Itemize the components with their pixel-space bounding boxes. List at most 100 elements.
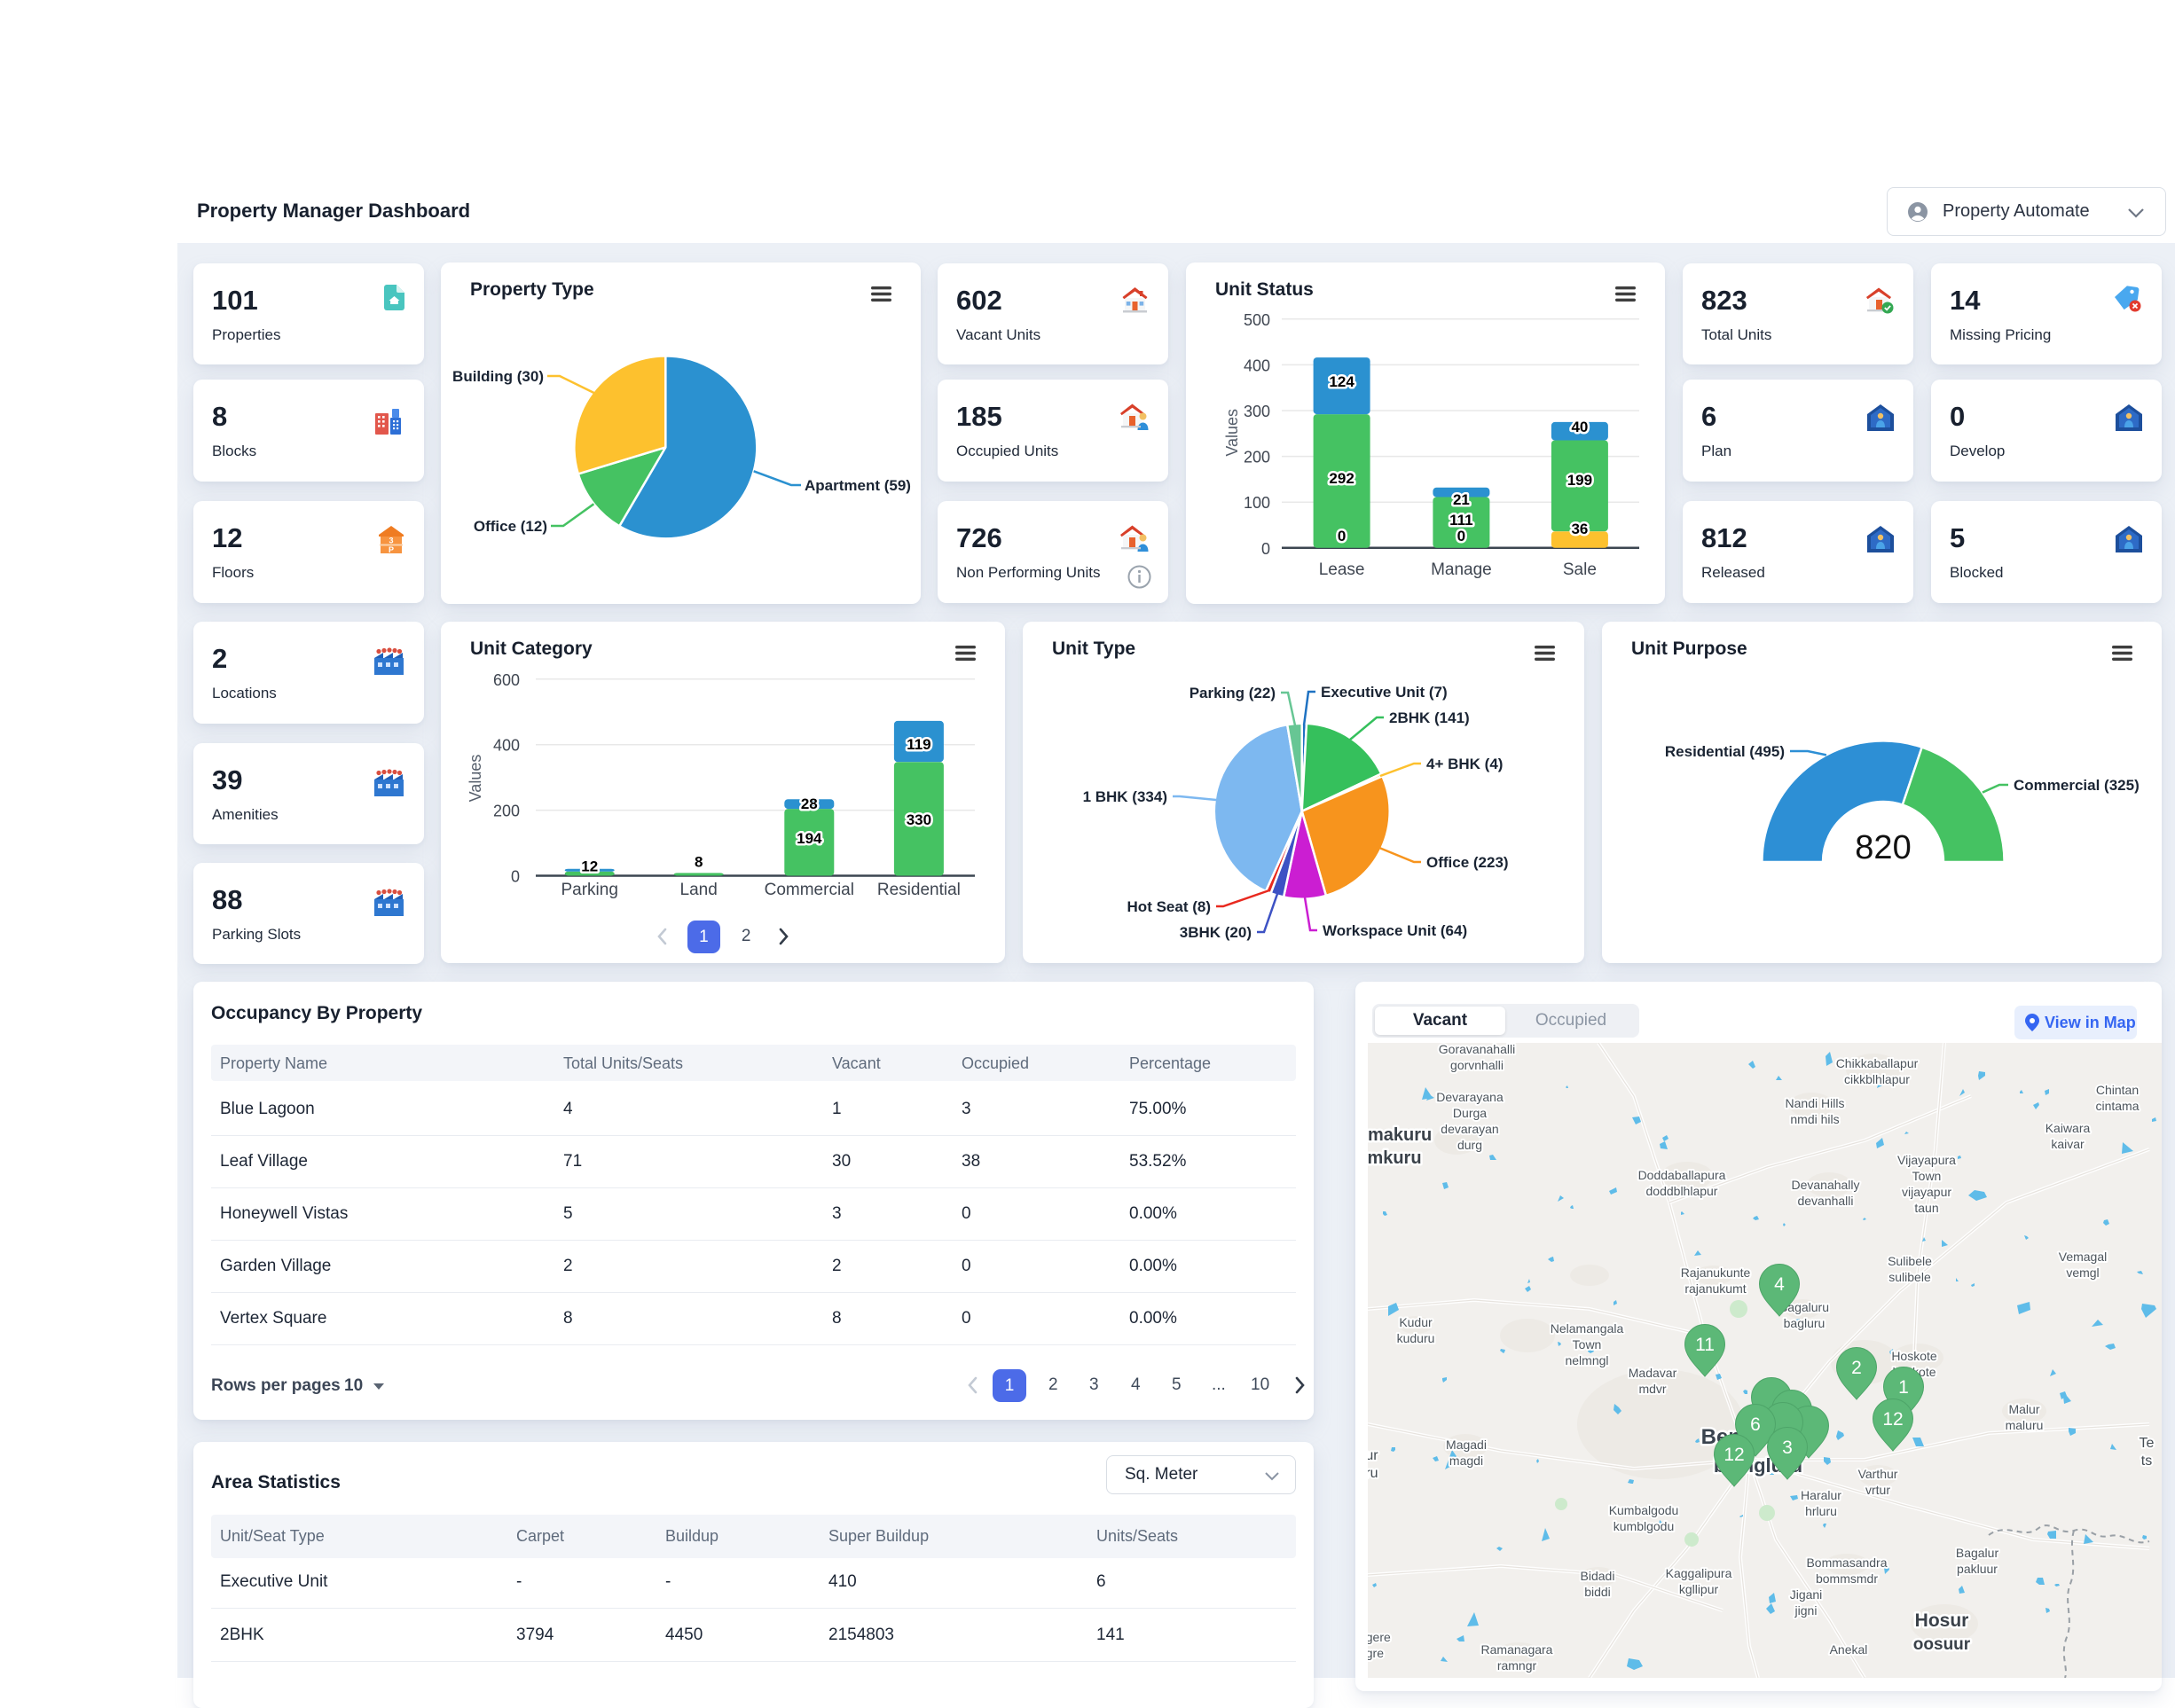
svg-text:Office (12): Office (12) bbox=[474, 518, 547, 535]
svg-text:mkuru: mkuru bbox=[1368, 1148, 1422, 1168]
svg-text:200: 200 bbox=[493, 803, 520, 820]
svg-text:Devanahally: Devanahally bbox=[1791, 1178, 1859, 1192]
svg-text:36: 36 bbox=[1571, 521, 1588, 537]
svg-text:119: 119 bbox=[907, 736, 930, 753]
svg-text:Kaggalipura: Kaggalipura bbox=[1666, 1566, 1732, 1580]
svg-text:3: 3 bbox=[389, 537, 393, 545]
svg-text:200: 200 bbox=[1244, 449, 1270, 466]
svg-text:Workspace Unit (64): Workspace Unit (64) bbox=[1323, 922, 1467, 939]
svg-text:12: 12 bbox=[1882, 1409, 1903, 1430]
svg-text:Building (30): Building (30) bbox=[452, 368, 544, 385]
svg-text:Commercial: Commercial bbox=[765, 881, 854, 899]
svg-text:0: 0 bbox=[1338, 528, 1346, 545]
svg-text:300: 300 bbox=[1244, 403, 1270, 420]
svg-text:Residential (495): Residential (495) bbox=[1665, 743, 1785, 760]
svg-text:Kaiwara: Kaiwara bbox=[2045, 1121, 2091, 1135]
svg-text:12: 12 bbox=[581, 858, 598, 875]
svg-text:Varthur: Varthur bbox=[1858, 1467, 1898, 1481]
svg-text:Durga: Durga bbox=[1453, 1106, 1487, 1120]
svg-text:Office (223): Office (223) bbox=[1426, 854, 1509, 871]
svg-text:Rajanukunte: Rajanukunte bbox=[1681, 1265, 1751, 1280]
svg-text:cikkblhlapur: cikkblhlapur bbox=[1844, 1072, 1910, 1086]
svg-text:mdvr: mdvr bbox=[1638, 1382, 1666, 1396]
svg-text:dgre: dgre bbox=[1368, 1646, 1384, 1660]
svg-text:sulibele: sulibele bbox=[1888, 1270, 1931, 1284]
svg-text:vemgl: vemgl bbox=[2066, 1265, 2099, 1280]
svg-text:Nelamangala: Nelamangala bbox=[1551, 1321, 1624, 1336]
svg-text:1 BHK (334): 1 BHK (334) bbox=[1083, 788, 1167, 805]
svg-text:330: 330 bbox=[907, 811, 931, 828]
svg-text:ramngr: ramngr bbox=[1497, 1658, 1537, 1673]
svg-text:Commercial (325): Commercial (325) bbox=[2014, 777, 2140, 794]
svg-text:124: 124 bbox=[1329, 373, 1354, 390]
svg-text:Devarayana: Devarayana bbox=[1436, 1090, 1504, 1104]
svg-text:Haralur: Haralur bbox=[1801, 1488, 1841, 1502]
svg-text:vijayapur: vijayapur bbox=[1902, 1185, 1951, 1199]
svg-text:pakluur: pakluur bbox=[1957, 1562, 1998, 1576]
svg-text:8: 8 bbox=[695, 854, 703, 871]
svg-text:gorvnhalli: gorvnhalli bbox=[1450, 1058, 1504, 1072]
svg-text:uru: uru bbox=[1368, 1466, 1378, 1481]
svg-text:6: 6 bbox=[1750, 1414, 1761, 1435]
svg-text:194: 194 bbox=[797, 830, 822, 847]
svg-text:Te: Te bbox=[2140, 1436, 2155, 1451]
svg-text:vrtur: vrtur bbox=[1865, 1483, 1890, 1497]
svg-text:oosuur: oosuur bbox=[1913, 1635, 1971, 1654]
svg-text:Anekal: Anekal bbox=[1830, 1642, 1868, 1657]
svg-text:bagluru: bagluru bbox=[1784, 1316, 1826, 1330]
svg-text:hrluru: hrluru bbox=[1805, 1504, 1837, 1518]
svg-text:292: 292 bbox=[1329, 470, 1354, 487]
svg-text:Parking (22): Parking (22) bbox=[1190, 685, 1276, 701]
svg-text:durg: durg bbox=[1457, 1138, 1482, 1152]
svg-text:500: 500 bbox=[1244, 311, 1270, 329]
svg-text:Vijayapura: Vijayapura bbox=[1897, 1153, 1956, 1167]
svg-text:Bidadi: Bidadi bbox=[1581, 1569, 1615, 1583]
svg-text:bommsmdr: bommsmdr bbox=[1816, 1571, 1878, 1586]
svg-text:Land: Land bbox=[680, 881, 718, 899]
svg-text:devanhalli: devanhalli bbox=[1797, 1194, 1853, 1208]
svg-text:0: 0 bbox=[1261, 540, 1270, 558]
svg-text:kumblgodu: kumblgodu bbox=[1614, 1519, 1675, 1533]
svg-text:Goravanahalli: Goravanahalli bbox=[1439, 1043, 1515, 1056]
svg-text:Magadi: Magadi bbox=[1446, 1438, 1487, 1452]
svg-text:Bommasandra: Bommasandra bbox=[1806, 1555, 1887, 1570]
svg-text:100: 100 bbox=[1244, 494, 1270, 512]
svg-text:Jigani: Jigani bbox=[1790, 1587, 1823, 1602]
svg-text:Values: Values bbox=[1223, 409, 1241, 457]
svg-text:jigni: jigni bbox=[1794, 1603, 1818, 1618]
svg-text:Lease: Lease bbox=[1319, 560, 1365, 579]
svg-text:Hoskote: Hoskote bbox=[1891, 1349, 1937, 1363]
svg-text:kgllipur: kgllipur bbox=[1679, 1582, 1719, 1596]
svg-text:Values: Values bbox=[467, 755, 484, 803]
svg-text:2BHK (141): 2BHK (141) bbox=[1389, 709, 1470, 726]
svg-text:rajanukumt: rajanukumt bbox=[1684, 1281, 1746, 1296]
svg-text:21: 21 bbox=[1453, 491, 1470, 508]
svg-text:1: 1 bbox=[1898, 1377, 1909, 1398]
svg-text:Chikkaballapur: Chikkaballapur bbox=[1836, 1056, 1919, 1070]
svg-text:40: 40 bbox=[1571, 419, 1588, 435]
svg-text:2: 2 bbox=[1851, 1358, 1862, 1378]
svg-text:199: 199 bbox=[1567, 472, 1592, 489]
svg-text:Town: Town bbox=[1573, 1337, 1602, 1352]
svg-text:Sale: Sale bbox=[1563, 560, 1597, 579]
svg-text:Parking: Parking bbox=[561, 881, 617, 899]
svg-text:Chintan: Chintan bbox=[2096, 1083, 2139, 1097]
svg-text:Sulibele: Sulibele bbox=[1888, 1254, 1932, 1268]
svg-text:nmdi hils: nmdi hils bbox=[1790, 1112, 1839, 1126]
svg-text:28: 28 bbox=[801, 795, 818, 812]
svg-text:dagere: dagere bbox=[1368, 1630, 1391, 1644]
svg-text:Executive Unit (7): Executive Unit (7) bbox=[1321, 684, 1448, 701]
svg-text:magdi: magdi bbox=[1449, 1453, 1483, 1468]
svg-text:maluru: maluru bbox=[2006, 1418, 2044, 1432]
svg-text:Malur: Malur bbox=[2008, 1402, 2039, 1416]
svg-text:4: 4 bbox=[1774, 1274, 1785, 1295]
svg-text:400: 400 bbox=[493, 737, 520, 755]
svg-text:kuduru: kuduru bbox=[1397, 1331, 1435, 1345]
svg-text:Manage: Manage bbox=[1431, 560, 1492, 579]
svg-text:12: 12 bbox=[1724, 1445, 1744, 1465]
svg-text:Residential: Residential bbox=[877, 881, 961, 899]
svg-text:Vemagal: Vemagal bbox=[2059, 1250, 2107, 1264]
svg-text:Hosur: Hosur bbox=[1915, 1610, 1969, 1631]
svg-text:nelmngl: nelmngl bbox=[1565, 1353, 1608, 1367]
svg-text:3BHK (20): 3BHK (20) bbox=[1180, 924, 1252, 941]
